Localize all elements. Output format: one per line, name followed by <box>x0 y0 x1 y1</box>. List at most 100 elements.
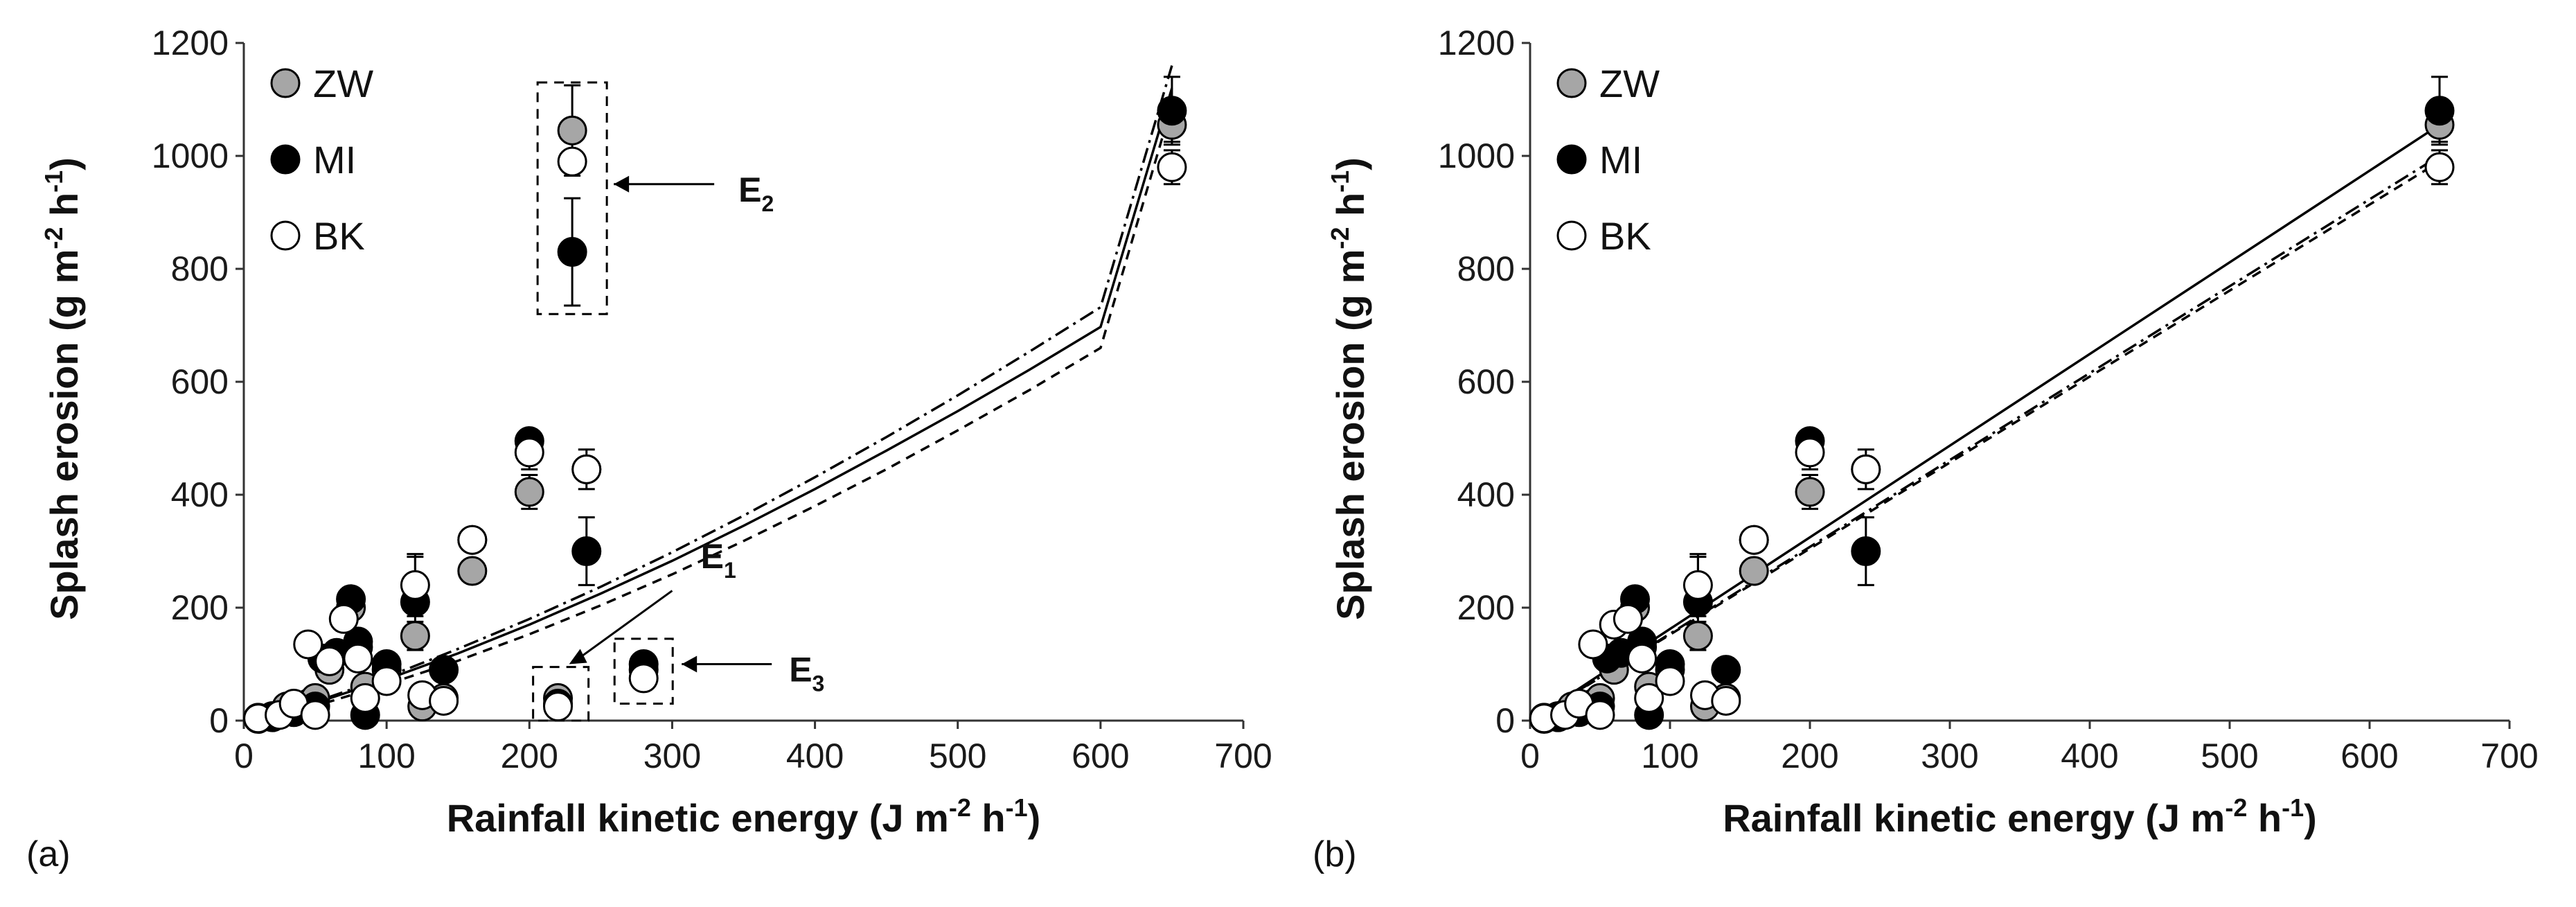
a-x-tick-label: 600 <box>1072 737 1129 775</box>
a-y-tick-label: 0 <box>209 701 229 740</box>
a-x-axis-title-end: ) <box>1028 796 1041 840</box>
a-legend-label-ZW: ZW <box>313 62 373 105</box>
a-legend-marker-MI <box>270 144 301 175</box>
a-e1-label-main: E <box>701 537 724 576</box>
a-point-BK <box>400 570 430 600</box>
b-x-tick-label: 200 <box>1781 737 1838 775</box>
a-point-BK <box>543 692 574 722</box>
a-legend-label-MI: MI <box>313 138 356 182</box>
b-point-ZW <box>1739 556 1769 586</box>
b-y-tick-label: 1000 <box>1438 137 1515 175</box>
a-y-tick-label: 1000 <box>152 137 229 175</box>
a-x-tick-label: 400 <box>786 737 844 775</box>
a-y-tick-label: 800 <box>171 249 229 288</box>
a-y-tick-label: 400 <box>171 475 229 514</box>
b-point-BK <box>1578 629 1608 660</box>
a-y-tick-label: 1200 <box>152 24 229 62</box>
a-legend-marker-BK <box>270 220 301 251</box>
b-y-tick-label: 1200 <box>1438 24 1515 62</box>
a-e3-label-main: E <box>789 651 812 689</box>
b-point-BK <box>1627 643 1658 673</box>
a-x-tick-label: 700 <box>1214 737 1272 775</box>
b-point-BK <box>1655 666 1685 696</box>
a-x-tick-label: 300 <box>643 737 701 775</box>
a-x-axis-title-sup2: -1 <box>1006 793 1028 822</box>
a-point-BK <box>1157 152 1187 182</box>
b-point-BK <box>1634 683 1664 713</box>
b-point-ZW <box>1682 621 1713 651</box>
a-e2-label: E2 <box>738 170 774 216</box>
b-legend-label-BK: BK <box>1599 214 1651 258</box>
b-point-BK <box>1795 437 1825 468</box>
a-e2-label-main: E <box>738 170 761 209</box>
a-x-tick-label: 100 <box>357 737 415 775</box>
b-x-tick-label: 700 <box>2480 737 2538 775</box>
a-e3-box <box>613 637 674 705</box>
b-y-axis-title-main: Splash erosion (g m <box>1329 249 1372 620</box>
a-legend-marker-ZW <box>270 68 301 98</box>
a-y-axis-title: Splash erosion (g m-2 h-1) <box>39 157 86 620</box>
a-fit-BK <box>243 105 1173 722</box>
b-fit-MI <box>1529 123 2440 722</box>
b-point-MI <box>1711 655 1741 685</box>
b-legend-marker-MI <box>1556 144 1587 175</box>
b-panel-label: (b) <box>1313 834 1357 874</box>
a-y-axis-title-sup1: -2 <box>39 227 68 249</box>
b-x-axis-title-sup2: -1 <box>2282 793 2304 822</box>
b-fit-ZW <box>1529 155 2440 722</box>
a-point-BK <box>293 629 323 660</box>
a-point-BK <box>628 663 659 694</box>
b-point-BK <box>2424 152 2455 182</box>
a-e1-box <box>532 666 590 722</box>
a-x-tick-label: 500 <box>929 737 986 775</box>
a-e2-point-BK <box>557 146 587 177</box>
b-x-axis-title-sup1: -2 <box>2225 793 2247 822</box>
b-y-axis-title-mid: h <box>1329 193 1372 227</box>
b-point-BK <box>1613 604 1643 634</box>
b-y-tick-label: 800 <box>1457 249 1515 288</box>
b-x-axis-title-end: ) <box>2304 796 2317 840</box>
b-y-axis-title: Splash erosion (g m-2 h-1) <box>1326 157 1372 620</box>
a-fit-ZW <box>243 87 1173 722</box>
a-point-BK <box>350 683 380 713</box>
a-y-axis-title-mid: h <box>42 193 86 227</box>
b-point-BK <box>1585 700 1615 730</box>
a-x-axis-title: Rainfall kinetic energy (J m-2 h-1) <box>447 793 1041 840</box>
b-point-BK <box>1851 454 1881 484</box>
panel-b: 0 200 400 600 800 1000 1200 0 100 200 300 400 500 600… <box>1313 24 2539 874</box>
a-y-tick-label: 600 <box>171 362 229 401</box>
b-legend-marker-ZW <box>1556 68 1587 98</box>
b-x-tick-label: 100 <box>1641 737 1698 775</box>
b-legend-label-MI: MI <box>1599 138 1642 182</box>
a-x-axis-title-main: Rainfall kinetic energy (J m <box>447 796 949 840</box>
a-panel-label: (a) <box>26 834 71 874</box>
a-point-ZW <box>457 556 488 586</box>
a-e3-arrowhead <box>682 655 698 673</box>
b-point-BK <box>1739 525 1769 555</box>
b-fit-BK <box>1529 160 2440 722</box>
a-e2-point-ZW <box>557 115 587 146</box>
a-y-axis-title-sup2: -1 <box>39 170 68 193</box>
a-y-axis-title-main: Splash erosion (g m <box>42 249 86 620</box>
a-e1-label: E1 <box>701 537 736 583</box>
a-e1-label-sub: 1 <box>724 558 736 583</box>
b-x-tick-label: 600 <box>2340 737 2398 775</box>
a-x-tick-label: 0 <box>234 737 254 775</box>
a-point-BK <box>457 525 488 555</box>
panel-a: 0 200 400 600 800 1000 1200 0 100 200 300 400 500 600… <box>26 24 1272 874</box>
a-point-ZW <box>400 621 430 651</box>
b-x-tick-label: 400 <box>2061 737 2118 775</box>
b-y-axis-title-sup1: -2 <box>1326 227 1354 249</box>
b-y-axis-title-end: ) <box>1329 157 1372 170</box>
a-e1-arrowhead <box>569 649 587 664</box>
a-e2-point-MI <box>557 237 587 267</box>
b-legend-label-ZW: ZW <box>1599 62 1660 105</box>
a-point-MI <box>429 655 459 685</box>
b-y-axis-title-sup2: -1 <box>1326 170 1354 193</box>
a-e1-arrow <box>574 590 673 662</box>
a-e2-box <box>536 81 608 315</box>
a-e3-label: E3 <box>789 651 824 696</box>
b-point-BK <box>1711 685 1741 716</box>
a-point-BK <box>571 454 602 484</box>
